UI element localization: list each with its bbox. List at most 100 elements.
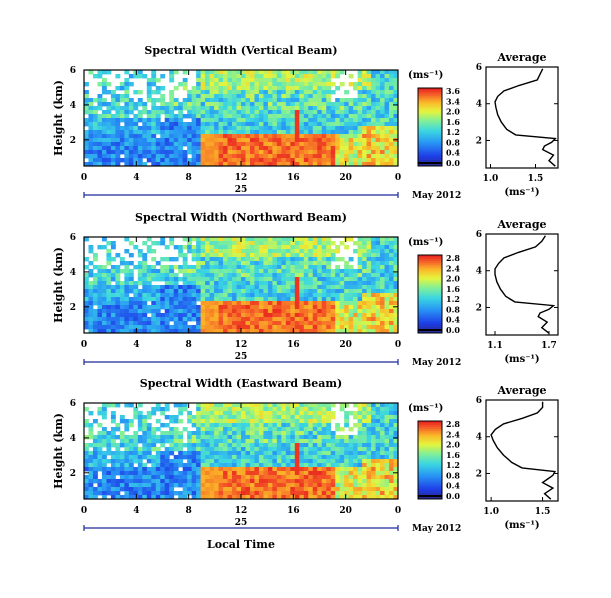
heatmap-cell [380, 265, 385, 270]
heatmap-cell [254, 309, 260, 314]
heatmap-cell [285, 86, 291, 91]
heatmap-cell [142, 269, 148, 274]
heatmap-cell [115, 74, 121, 79]
heatmap-cell [272, 325, 278, 330]
heatmap-cell [173, 317, 179, 322]
heatmap-cell [312, 459, 318, 464]
heatmap-cell [200, 281, 206, 286]
heatmap-cell [330, 471, 336, 476]
heatmap-cell [366, 90, 372, 95]
heatmap-cell [303, 467, 309, 472]
heatmap-cell [124, 293, 130, 298]
heatmap-cell [214, 241, 219, 246]
heatmap-cell [178, 431, 184, 436]
heatmap-cell [335, 459, 341, 464]
heatmap-cell [380, 150, 385, 155]
heatmap-cell [285, 487, 291, 492]
heatmap-cell [393, 86, 399, 91]
heatmap-cell [353, 423, 359, 428]
heatmap-cell [200, 269, 206, 274]
heatmap-cell [142, 313, 148, 318]
heatmap-cell [299, 257, 305, 262]
heatmap-cell [308, 122, 314, 127]
heatmap-cell [348, 269, 354, 274]
heatmap-cell [249, 249, 255, 254]
heatmap-cell [299, 435, 305, 440]
heatmap-cell [290, 90, 296, 95]
heatmap-cell [178, 447, 184, 452]
heatmap-cell [200, 257, 206, 262]
heatmap-cell [124, 102, 130, 107]
colorbar-segment [418, 426, 442, 430]
heatmap-cell [326, 329, 332, 334]
heatmap-cell [97, 118, 103, 123]
heatmap-cell [272, 70, 278, 75]
heatmap-cell [214, 451, 219, 456]
heatmap-cell [258, 74, 264, 79]
heatmap-cell [393, 293, 399, 298]
heatmap-cell [330, 162, 336, 167]
heatmap-cell [375, 329, 381, 334]
heatmap-cell [200, 475, 206, 480]
heatmap-cell [308, 403, 314, 408]
heatmap-cell [366, 265, 372, 270]
heatmap-cell [276, 411, 282, 416]
heatmap-cell [281, 158, 287, 163]
heatmap-cell [258, 130, 264, 135]
heatmap-cell [294, 94, 300, 99]
heatmap-cell [254, 407, 260, 412]
heatmap-cell [110, 126, 116, 131]
heatmap-cell [151, 321, 157, 326]
heatmap-cell [375, 435, 381, 440]
heatmap-cell [232, 471, 237, 476]
heatmap-cell [366, 154, 372, 159]
heatmap-cell [389, 126, 394, 131]
heatmap-cell [169, 74, 175, 79]
heatmap-cell [384, 431, 390, 436]
heatmap-cell [317, 102, 323, 107]
heatmap-cell [196, 309, 202, 314]
heatmap-cell [375, 257, 381, 262]
heatmap-cell [308, 150, 314, 155]
heatmap-cell [326, 130, 332, 135]
heatmap-cell [214, 491, 219, 496]
heatmap-cell [119, 471, 125, 476]
heatmap-cell [84, 483, 89, 488]
heatmap-cell [321, 130, 327, 135]
heatmap-cell [384, 134, 390, 139]
heatmap-cell [303, 305, 309, 310]
heatmap-cell [312, 82, 318, 87]
average-profile-line [494, 68, 557, 167]
heatmap-cell [187, 463, 193, 468]
heatmap-cell [380, 415, 385, 420]
heatmap-cell [362, 305, 367, 310]
heatmap-cell [330, 253, 336, 258]
heatmap-cell [312, 114, 318, 119]
heatmap-cell [218, 118, 224, 123]
heatmap-cell [272, 134, 278, 139]
heatmap-cell [326, 70, 332, 75]
heatmap-cell [101, 118, 107, 123]
heatmap-cell [178, 479, 184, 484]
heatmap-cell [281, 86, 287, 91]
heatmap-cell [272, 289, 278, 294]
heatmap-cell [245, 94, 251, 99]
heatmap-cell [178, 439, 184, 444]
heatmap-cell [218, 281, 224, 286]
heatmap-cell [380, 74, 385, 79]
heatmap-cell [106, 90, 112, 95]
heatmap-cell [169, 487, 175, 492]
colorbar-segment [418, 101, 442, 104]
heatmap-cell [249, 82, 255, 87]
heatmap-cell [205, 463, 210, 468]
heatmap-cell [209, 419, 215, 424]
heatmap-cell [173, 122, 179, 127]
heatmap-cell [182, 329, 188, 334]
heatmap-cell [312, 321, 318, 326]
heatmap-cell [92, 257, 98, 262]
heatmap-cell [371, 431, 376, 436]
heatmap-cell [101, 102, 107, 107]
heatmap-cell [249, 90, 255, 95]
heatmap-cell [326, 265, 332, 270]
colorbar-segment [418, 150, 442, 153]
